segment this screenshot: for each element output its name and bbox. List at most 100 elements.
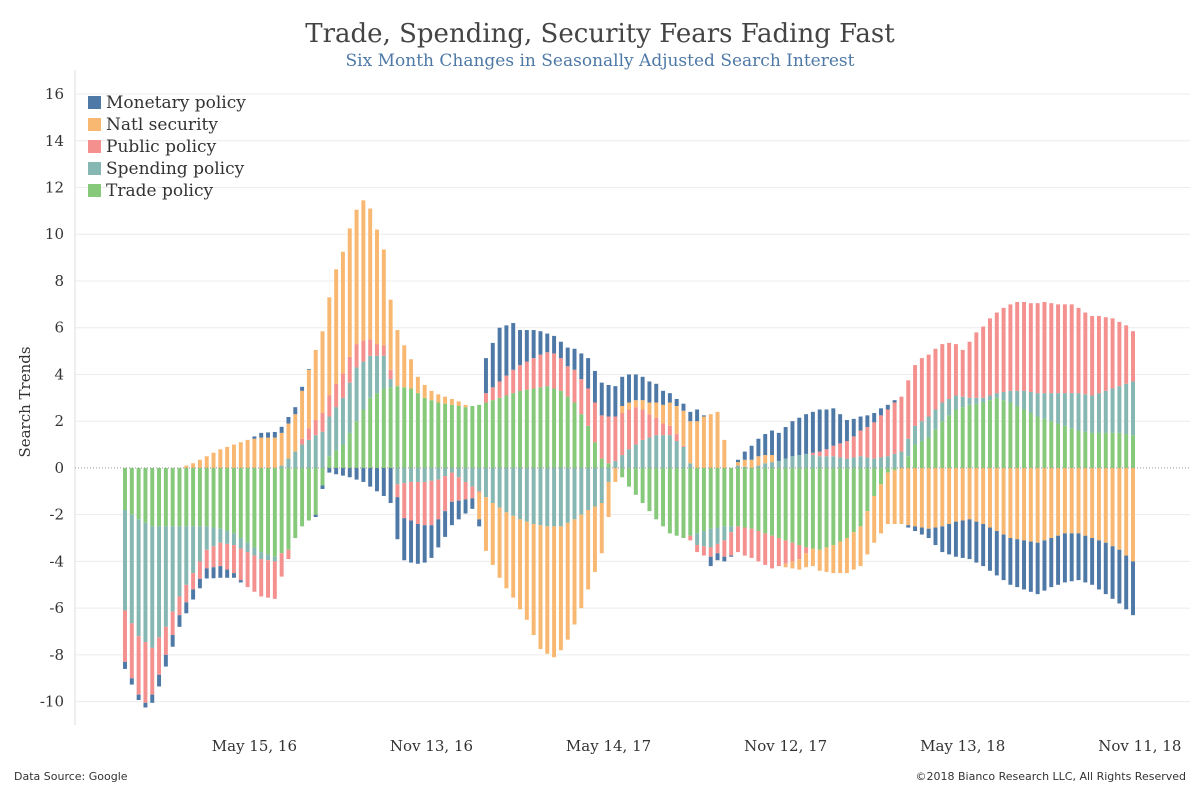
bar-monetary (988, 527, 992, 571)
bar-monetary (225, 569, 230, 578)
bar-monetary (286, 416, 291, 424)
bar-security (1110, 467, 1115, 547)
bar-security (218, 449, 223, 468)
bar-spending (885, 456, 890, 468)
bar-security (443, 396, 448, 404)
bar-spending (375, 355, 379, 394)
bar-monetary (688, 411, 693, 422)
bar-monetary (484, 358, 488, 394)
bar-monetary (708, 556, 713, 567)
bar-trade (763, 467, 768, 534)
bar-trade (388, 387, 393, 468)
bar-trade (742, 467, 747, 528)
bar-security (436, 394, 441, 403)
bar-security (306, 369, 311, 429)
bar-monetary (831, 408, 836, 446)
bar-trade (947, 415, 952, 468)
bar-trade (708, 467, 713, 529)
bar-security (1022, 467, 1026, 541)
bar-monetary (191, 589, 196, 600)
bar-security (838, 541, 843, 574)
bar-spending (504, 467, 509, 513)
bar-security (599, 502, 604, 554)
bar-spending (306, 439, 311, 468)
bar-public (872, 422, 877, 459)
bar-trade (429, 400, 434, 468)
bar-monetary (790, 421, 795, 457)
bar-monetary (443, 511, 448, 537)
data-source-note: Data Source: Google (14, 770, 128, 783)
bar-trade (804, 467, 809, 548)
bar-public (810, 452, 815, 456)
bar-security (340, 251, 345, 374)
bar-monetary (701, 415, 706, 417)
bar-security (395, 330, 400, 387)
y-tick-label: 12 (45, 179, 64, 197)
bar-monetary (776, 432, 781, 461)
bar-spending (211, 527, 216, 547)
bar-trade (627, 467, 631, 487)
bar-public (340, 373, 345, 398)
bar-security (511, 515, 516, 598)
bar-monetary (1042, 540, 1047, 591)
y-tick-label: 2 (54, 412, 64, 430)
bar-public (436, 479, 441, 520)
y-tick-label: 8 (54, 272, 64, 290)
bar-trade (211, 467, 216, 528)
bar-security (225, 446, 230, 468)
bar-trade (667, 467, 672, 534)
bar-monetary (1103, 542, 1108, 595)
bar-security (913, 467, 918, 527)
bar-trade (865, 467, 870, 512)
bar-public (974, 332, 979, 398)
bar-monetary (375, 467, 379, 492)
bar-security (981, 467, 986, 525)
bar-spending (1090, 395, 1095, 433)
bar-trade (1096, 432, 1101, 468)
bar-spending (524, 467, 529, 522)
bar-security (361, 200, 366, 341)
bar-public (960, 349, 965, 397)
bar-security (701, 416, 706, 468)
x-tick-label: May 15, 16 (212, 737, 297, 755)
bar-spending (579, 467, 584, 515)
bar-security (899, 467, 904, 525)
bar-monetary (810, 411, 815, 453)
bar-monetary (279, 426, 284, 433)
bar-public (899, 396, 904, 452)
bar-public (204, 549, 209, 569)
bar-spending (1083, 394, 1088, 432)
bar-security (633, 400, 638, 408)
bar-trade (286, 467, 291, 550)
bar-security (272, 437, 277, 468)
bar-spending (565, 467, 570, 523)
bar-trade (879, 467, 883, 485)
bar-spending (736, 465, 740, 468)
y-tick-label: 10 (45, 225, 64, 243)
bar-trade (327, 456, 332, 468)
bar-security (368, 208, 373, 340)
bar-monetary (1001, 534, 1006, 581)
bar-security (204, 456, 209, 468)
bar-trade (810, 467, 815, 549)
bar-public (633, 407, 638, 445)
bar-spending (1076, 393, 1081, 431)
legend-label-spending: Spending policy (106, 159, 245, 179)
bar-security (286, 423, 291, 459)
bar-public (449, 472, 454, 502)
bar-public (729, 532, 734, 556)
bar-monetary (783, 427, 788, 459)
bar-public (211, 546, 216, 568)
bar-trade (579, 414, 584, 468)
bar-security (960, 467, 965, 521)
bar-security (429, 390, 434, 401)
bar-security (879, 484, 883, 534)
bar-public (783, 540, 788, 564)
bar-trade (1042, 418, 1047, 468)
bar-security (402, 345, 407, 388)
bar-trade (674, 467, 679, 536)
bar-spending (899, 451, 904, 468)
bar-public (572, 369, 577, 403)
bar-public (129, 623, 134, 679)
